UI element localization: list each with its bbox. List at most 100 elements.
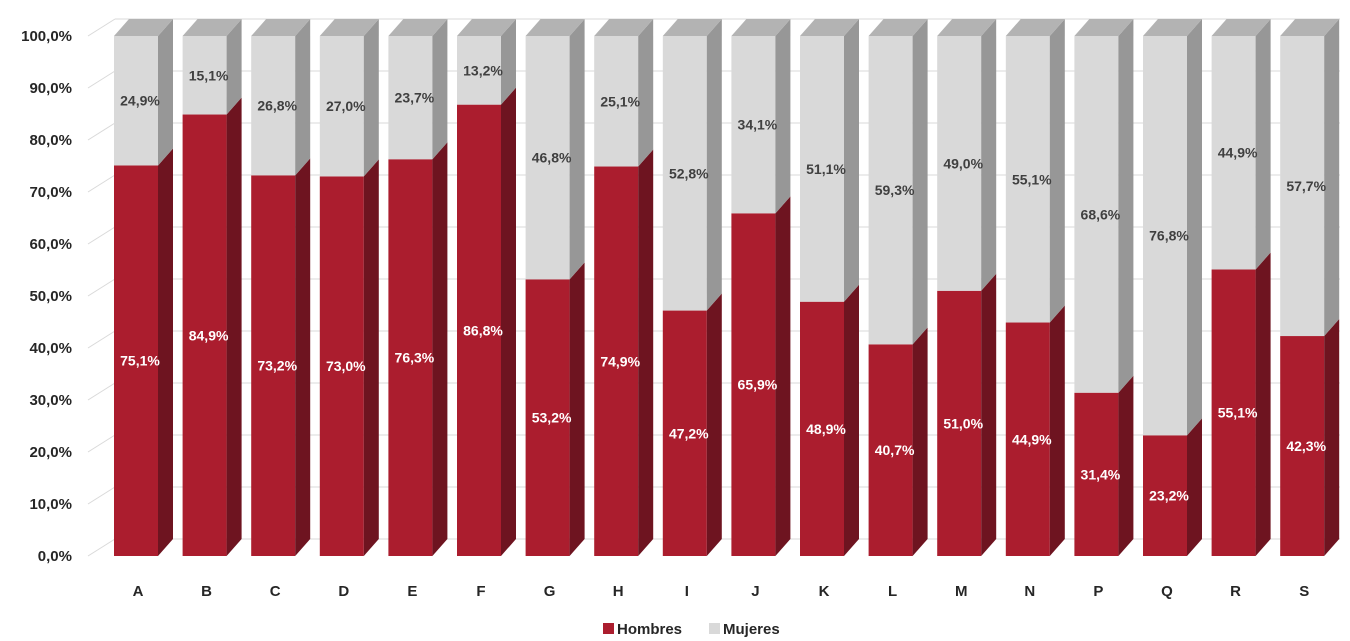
legend-swatch-hombres: [603, 623, 614, 634]
bar-mujeres-side: [706, 19, 722, 311]
bar-mujeres-side: [912, 19, 928, 345]
bar-hombres-side: [775, 196, 791, 556]
bar-hombres: [868, 344, 913, 556]
data-label-hombres: 74,9%: [600, 353, 640, 369]
bar-mujeres-top: [731, 19, 791, 36]
bar-mujeres: [594, 36, 639, 167]
bar-hombres: [731, 213, 776, 556]
bar-hombres: [319, 176, 364, 556]
bar-hombres-side: [1118, 375, 1134, 556]
bar-hombres: [457, 104, 501, 556]
x-tick-label: Q: [1161, 583, 1173, 600]
data-label-mujeres: 76,8%: [1149, 228, 1189, 244]
x-tick-label: J: [751, 583, 759, 600]
bar-mujeres-side: [432, 19, 448, 160]
bar-mujeres: [1280, 36, 1325, 337]
bar-mujeres: [457, 36, 501, 105]
data-label-mujeres: 25,1%: [600, 93, 640, 109]
y-tick-label: 60,0%: [29, 236, 72, 253]
bar-hombres: [662, 310, 707, 556]
bar-hombres-side: [226, 97, 242, 557]
bar-hombres: [388, 159, 433, 557]
x-tick-label: P: [1093, 583, 1103, 600]
data-label-hombres: 42,3%: [1286, 438, 1326, 454]
bar-mujeres-top: [868, 19, 928, 36]
bar-mujeres-side: [1187, 19, 1202, 436]
bar-hombres-side: [638, 149, 654, 556]
bar-hombres-side: [158, 148, 173, 557]
data-label-mujeres: 49,0%: [943, 155, 983, 171]
bar-hombres-side: [1049, 305, 1065, 556]
data-label-mujeres: 51,1%: [806, 161, 846, 177]
data-label-mujeres: 59,3%: [875, 182, 915, 198]
x-tick-label: K: [819, 583, 830, 600]
data-label-mujeres: 46,8%: [532, 150, 572, 166]
bar-hombres-side: [1187, 418, 1202, 556]
bar-mujeres-top: [1005, 19, 1065, 36]
bar-hombres-side: [912, 327, 928, 556]
bar-mujeres-top: [182, 19, 242, 36]
x-tick-label: F: [476, 583, 485, 600]
y-tick-label: 70,0%: [29, 184, 72, 201]
x-tick-label: E: [407, 583, 417, 600]
bar-hombres-side: [569, 262, 585, 556]
x-tick-label: I: [685, 583, 689, 600]
y-tick-label: 50,0%: [29, 288, 72, 305]
bar-mujeres: [388, 36, 433, 160]
data-label-hombres: 23,2%: [1149, 488, 1189, 504]
bar-hombres-side: [1324, 319, 1340, 556]
bar-mujeres-side: [158, 19, 173, 166]
bar-mujeres-top: [594, 19, 654, 36]
x-tick-label: A: [133, 583, 144, 600]
bar-hombres-side: [432, 142, 448, 557]
data-label-mujeres: 15,1%: [189, 67, 229, 83]
bar-mujeres-side: [295, 19, 311, 176]
gridline-diagonal: [87, 122, 116, 141]
gridline-diagonal: [87, 18, 116, 37]
bar-hombres: [800, 301, 844, 556]
x-tick-label: S: [1299, 583, 1309, 600]
data-label-mujeres: 44,9%: [1218, 145, 1258, 161]
data-label-hombres: 47,2%: [669, 425, 709, 441]
x-tick-label: H: [613, 583, 624, 600]
data-label-hombres: 65,9%: [738, 377, 778, 393]
bar-hombres: [182, 114, 227, 557]
y-tick-label: 20,0%: [29, 444, 72, 461]
bar-mujeres-side: [1324, 19, 1340, 337]
bar-mujeres-top: [1143, 19, 1202, 36]
bar-mujeres-top: [1211, 19, 1271, 36]
bar-mujeres: [1211, 36, 1256, 270]
x-tick-label: L: [888, 583, 897, 600]
bar-hombres-side: [1255, 252, 1271, 557]
bar-hombres: [1005, 322, 1050, 556]
bar-mujeres-top: [114, 19, 173, 36]
y-tick-label: 80,0%: [29, 132, 72, 149]
gridline-diagonal: [87, 174, 116, 193]
data-label-hombres: 48,9%: [806, 421, 846, 437]
data-label-mujeres: 34,1%: [738, 117, 778, 133]
data-label-hombres: 84,9%: [189, 327, 229, 343]
data-label-hombres: 53,2%: [532, 410, 572, 426]
bar-mujeres: [1143, 36, 1187, 436]
x-tick-label: N: [1024, 583, 1035, 600]
data-label-hombres: 73,0%: [326, 358, 366, 374]
data-label-mujeres: 23,7%: [395, 90, 435, 106]
gridline-diagonal: [87, 278, 116, 297]
gridline-diagonal: [87, 538, 116, 557]
data-label-hombres: 44,9%: [1012, 431, 1052, 447]
y-tick-label: 40,0%: [29, 340, 72, 357]
bar-mujeres-side: [569, 19, 585, 280]
bar-mujeres-side: [844, 19, 859, 302]
gridline-diagonal: [87, 434, 116, 453]
bar-hombres-side: [363, 159, 379, 556]
data-label-mujeres: 26,8%: [257, 98, 297, 114]
data-label-hombres: 73,2%: [257, 358, 297, 374]
bar-mujeres-side: [226, 19, 242, 115]
data-label-mujeres: 55,1%: [1012, 171, 1052, 187]
bar-mujeres-side: [501, 19, 516, 105]
bar-mujeres: [800, 36, 844, 302]
x-tick-label: M: [955, 583, 968, 600]
data-label-mujeres: 13,2%: [463, 62, 503, 78]
y-tick-label: 100,0%: [21, 28, 72, 45]
